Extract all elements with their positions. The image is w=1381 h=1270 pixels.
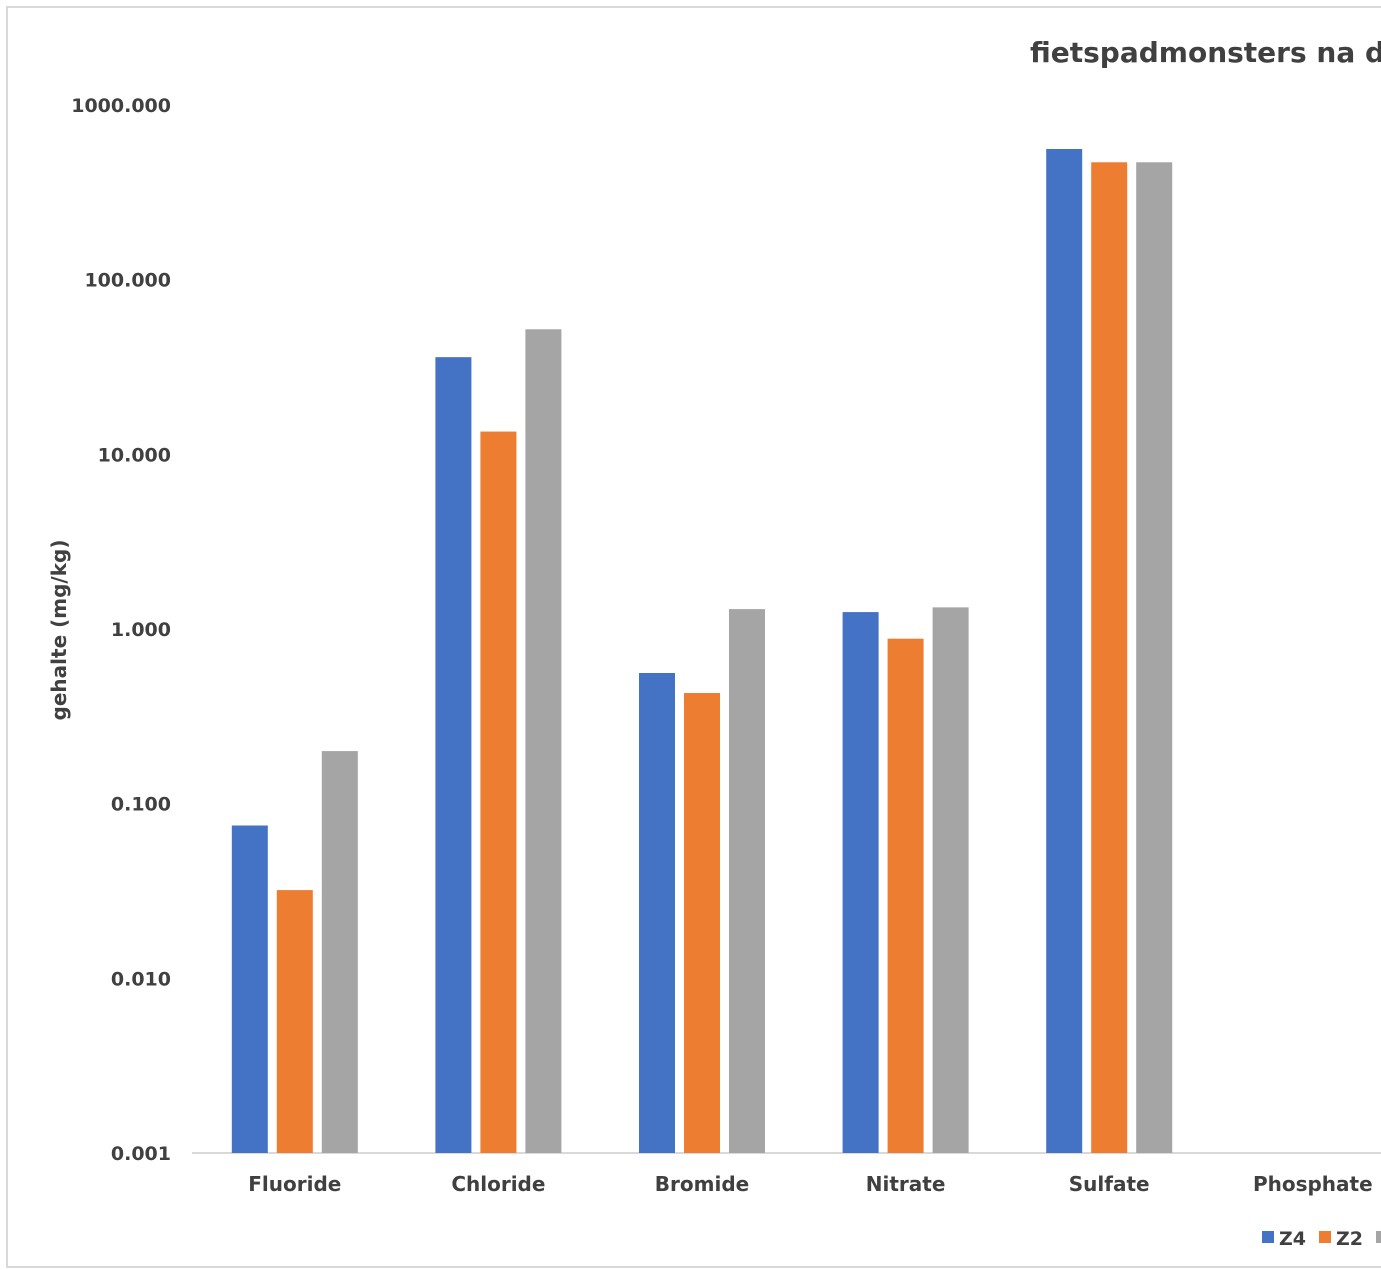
legend-label: Z4 bbox=[1279, 1228, 1306, 1250]
x-tick-label: Fluoride bbox=[248, 1172, 341, 1196]
legend-swatch bbox=[1376, 1231, 1381, 1243]
bar-sulfate-series3 bbox=[1136, 162, 1173, 1154]
y-tick-label: 100.000 bbox=[84, 270, 171, 292]
bar-chloride-series3 bbox=[525, 329, 562, 1153]
x-tick-label: Bromide bbox=[655, 1172, 749, 1196]
y-tick-label: 1000.000 bbox=[71, 95, 171, 117]
y-tick-label: 0.001 bbox=[111, 1143, 171, 1165]
x-tick-label: Nitrate bbox=[866, 1172, 946, 1196]
bar-fluoride-z2 bbox=[276, 890, 313, 1153]
y-tick-label: 1.000 bbox=[111, 619, 171, 641]
x-tick-label: Phosphate bbox=[1253, 1172, 1373, 1196]
y-axis-label: gehalte (mg/kg) bbox=[47, 540, 71, 721]
y-tick-label: 0.010 bbox=[111, 968, 171, 990]
y-axis-ticks: 0.001 0.010 0.100 1.000 10.000 100.000 1000.00… bbox=[71, 95, 171, 1165]
bar-chloride-z4 bbox=[435, 357, 472, 1153]
bar-fluoride-z4 bbox=[231, 825, 268, 1153]
chart-title: fietspadmonsters na dr bbox=[1030, 36, 1381, 69]
legend: Z4 Z2 bbox=[1262, 1228, 1381, 1250]
bar-fluoride-series3 bbox=[321, 751, 358, 1153]
bar-nitrate-series3 bbox=[932, 607, 969, 1153]
legend-swatch bbox=[1319, 1231, 1331, 1243]
bar-bromide-z2 bbox=[684, 693, 720, 1153]
legend-label: Z2 bbox=[1336, 1228, 1363, 1250]
bar-bromide-z4 bbox=[639, 672, 675, 1153]
bar-chloride-z2 bbox=[480, 431, 517, 1153]
x-tick-label: Sulfate bbox=[1069, 1172, 1150, 1196]
x-axis-ticks: Fluoride Chloride Bromide Nitrate Sulfate Pho… bbox=[248, 1172, 1372, 1196]
bar-sulfate-z2 bbox=[1091, 162, 1128, 1154]
y-tick-label: 0.100 bbox=[111, 794, 171, 816]
bar-bromide-series3 bbox=[729, 609, 765, 1153]
bar-nitrate-z2 bbox=[887, 638, 924, 1153]
bar-sulfate-z4 bbox=[1046, 148, 1083, 1153]
y-tick-label: 10.000 bbox=[98, 444, 171, 466]
legend-swatch bbox=[1262, 1231, 1274, 1243]
bars bbox=[231, 148, 1173, 1154]
x-tick-label: Chloride bbox=[451, 1172, 545, 1196]
bar-nitrate-z4 bbox=[842, 612, 879, 1153]
